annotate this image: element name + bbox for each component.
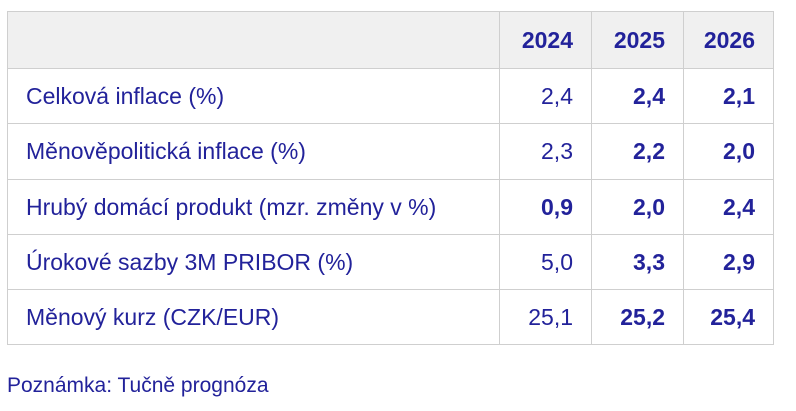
- row-label: Úrokové sazby 3M PRIBOR (%): [7, 234, 500, 290]
- table-header-row: 2024 2025 2026: [7, 11, 774, 69]
- forecast-table: 2024 2025 2026 Celková inflace (%) 2,4 2…: [7, 11, 774, 345]
- value-cell: 2,4: [683, 179, 774, 235]
- row-label: Celková inflace (%): [7, 68, 500, 124]
- table-footnote: Poznámka: Tučně prognóza: [7, 374, 269, 397]
- table-row: Měnový kurz (CZK/EUR) 25,1 25,2 25,4: [7, 289, 774, 345]
- header-year-2026: 2026: [683, 11, 774, 69]
- value-cell: 2,0: [683, 123, 774, 180]
- header-year-2024: 2024: [499, 11, 592, 69]
- value-cell: 5,0: [499, 234, 592, 290]
- table-row: Měnověpolitická inflace (%) 2,3 2,2 2,0: [7, 123, 774, 180]
- value-cell: 2,4: [591, 68, 684, 124]
- table-row: Celková inflace (%) 2,4 2,4 2,1: [7, 68, 774, 124]
- value-cell: 3,3: [591, 234, 684, 290]
- value-cell: 2,4: [499, 68, 592, 124]
- value-cell: 25,2: [591, 289, 684, 345]
- header-year-2025: 2025: [591, 11, 684, 69]
- header-corner-cell: [7, 11, 500, 69]
- value-cell: 25,4: [683, 289, 774, 345]
- value-cell: 2,1: [683, 68, 774, 124]
- value-cell: 0,9: [499, 179, 592, 235]
- value-cell: 2,2: [591, 123, 684, 180]
- table-row: Hrubý domácí produkt (mzr. změny v %) 0,…: [7, 179, 774, 235]
- value-cell: 2,9: [683, 234, 774, 290]
- table-row: Úrokové sazby 3M PRIBOR (%) 5,0 3,3 2,9: [7, 234, 774, 290]
- row-label: Měnověpolitická inflace (%): [7, 123, 500, 180]
- value-cell: 2,3: [499, 123, 592, 180]
- row-label: Měnový kurz (CZK/EUR): [7, 289, 500, 345]
- value-cell: 25,1: [499, 289, 592, 345]
- row-label: Hrubý domácí produkt (mzr. změny v %): [7, 179, 500, 235]
- value-cell: 2,0: [591, 179, 684, 235]
